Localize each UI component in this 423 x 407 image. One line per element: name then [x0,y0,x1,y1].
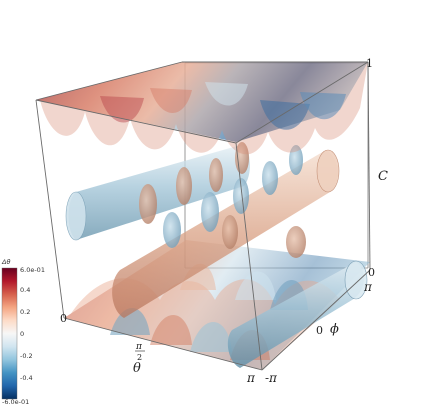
c-tick-0: 0 [368,266,375,279]
theta-tick-0: 0 [60,312,67,325]
colorbar-tick-max: 6.0e-01 [20,266,45,274]
phi-tick-minus-pi: -π [265,371,278,385]
top-isosurface-layer [36,62,368,155]
theta-tick-half-den: 2 [137,353,142,362]
axis-labels: 1 0 C 0 π 2 π θ -π 0 π ϕ [60,57,388,385]
colorbar-tick-minus-0-4: -0.4 [20,374,33,382]
box-front-edges [35,61,371,371]
theta-tick-half-pi: π [135,342,143,352]
colorbar-tick-min: -6.0e-01 [2,398,29,406]
colorbar-title: Δθ [1,258,10,266]
c-axis-label: C [378,169,388,184]
colorbar-tick-0-4: 0.4 [20,286,30,294]
phi-axis-label: ϕ [330,322,339,337]
colorbar-tick-minus-0-2: -0.2 [20,352,33,360]
phi-tick-0: 0 [316,324,323,337]
c-tick-1: 1 [366,57,373,70]
colorbar: Δθ 6.0e-01 0.4 0.2 0 -0.2 -0.4 -6.0e-01 [1,258,45,406]
colorbar-tick-zero: 0 [20,330,24,338]
colorbar-gradient [1,267,18,400]
colorbar-tick-0-2: 0.2 [20,308,30,316]
front-right-tube [227,260,368,368]
theta-tick-pi: π [246,371,256,385]
phi-tick-pi: π [363,280,373,294]
floating-discs [139,142,306,258]
theta-axis-label: θ [133,361,141,376]
